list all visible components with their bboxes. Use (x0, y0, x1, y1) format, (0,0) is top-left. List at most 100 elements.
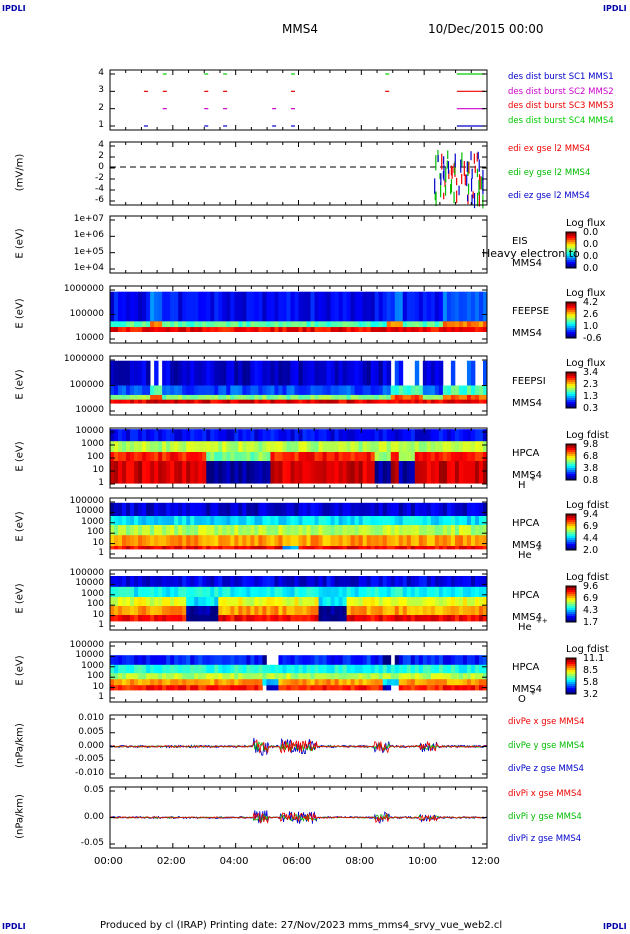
heatmap-cell (138, 502, 143, 517)
heatmap-cell (226, 655, 231, 666)
heatmap-cell (402, 576, 408, 588)
heatmap-cell (330, 291, 335, 322)
heatmap-cell (258, 525, 263, 536)
heatmap-cell (318, 615, 323, 622)
heatmap-cell (218, 606, 223, 616)
heatmap-cell (162, 385, 167, 396)
colorbar-segment (566, 678, 576, 681)
heatmap-cell (398, 525, 404, 536)
heatmap-cell (298, 394, 303, 401)
heatmap-cell (430, 597, 436, 607)
heatmap-cell (446, 321, 452, 328)
heatmap-cell (398, 664, 404, 674)
heatmap-cell (338, 360, 344, 386)
heatmap-cell (330, 394, 335, 401)
heatmap-cell (362, 502, 368, 517)
heatmap-cell (350, 606, 356, 616)
heatmap-cell (158, 664, 163, 674)
heatmap-cell (178, 441, 183, 453)
heatmap-cell (214, 502, 219, 517)
heatmap-cell (482, 385, 488, 396)
heatmap-cell (154, 394, 159, 401)
heatmap-cell (414, 327, 420, 332)
heatmap-cell (298, 461, 303, 484)
heatmap-cell (378, 394, 384, 401)
heatmap-cell (182, 586, 187, 598)
heatmap-cell (338, 525, 344, 536)
heatmap-cell (146, 586, 151, 598)
heatmap-cell (310, 385, 315, 396)
heatmap-cell (110, 502, 115, 517)
heatmap-cell (170, 525, 175, 536)
heatmap-cell (386, 546, 392, 550)
colorbar-segment (566, 466, 576, 469)
heatmap-cell (158, 394, 163, 401)
heatmap-cell (166, 385, 171, 396)
heatmap-cell (214, 673, 219, 680)
heatmap-cell (314, 516, 319, 526)
heatmap-cell (430, 502, 436, 517)
heatmap-cell (326, 525, 331, 536)
heatmap-cell (246, 679, 251, 686)
heatmap-cell (266, 525, 271, 536)
heatmap-cell (114, 385, 119, 396)
colorbar-value: 1.3 (583, 391, 599, 402)
heatmap-cell (202, 327, 207, 332)
heatmap-cell (482, 321, 488, 328)
heatmap-cell (394, 399, 400, 404)
heatmap-cell (134, 441, 139, 453)
heatmap-cell (438, 606, 444, 616)
heatmap-cell (286, 327, 291, 332)
colorbar-title: Log fdist (566, 430, 609, 441)
heatmap-cell (238, 516, 243, 526)
heatmap-cell (254, 673, 259, 680)
heatmap-cell (150, 546, 155, 550)
heatmap-cell (234, 399, 239, 404)
heatmap-cell (170, 673, 175, 680)
heatmap-cell (162, 586, 167, 598)
heatmap-cell (250, 394, 255, 401)
heatmap-cell (358, 655, 364, 666)
heatmap-cell (190, 502, 195, 517)
heatmap-cell (474, 291, 480, 322)
heatmap-cell (382, 525, 388, 536)
heatmap-cell (402, 399, 408, 404)
heatmap-cell (158, 597, 163, 607)
heatmap-cell (458, 673, 464, 680)
species-charge: + (530, 689, 536, 697)
heatmap-cell (270, 525, 275, 536)
heatmap-cell (138, 679, 143, 686)
y-tick-label: 100000 (69, 496, 104, 506)
heatmap-cell (382, 429, 388, 442)
heatmap-cell (214, 679, 219, 686)
heatmap-cell (206, 685, 211, 691)
heatmap-cell (342, 586, 348, 598)
heatmap-cell (166, 461, 171, 484)
heatmap-cell (166, 655, 171, 666)
heatmap-cell (422, 535, 428, 547)
heatmap-cell (194, 597, 199, 607)
heatmap-cell (318, 360, 323, 386)
heatmap-cell (362, 452, 368, 462)
heatmap-cell (142, 516, 147, 526)
heatmap-cell (314, 461, 319, 484)
heatmap-cell (150, 673, 155, 680)
heatmap-cell (386, 586, 392, 598)
heatmap-cell (238, 321, 243, 328)
spacecraft-label: MMS4 (512, 258, 542, 269)
heatmap-cell (334, 502, 340, 517)
heatmap-cell (134, 546, 139, 550)
corner-label-tl: IPDLI (2, 4, 26, 13)
heatmap-cell (462, 385, 468, 396)
heatmap-cell (262, 441, 267, 453)
heatmap-cell (350, 385, 356, 396)
heatmap-cell (462, 321, 468, 328)
colorbar-segment (566, 590, 576, 593)
heatmap-cell (406, 291, 412, 322)
heatmap-cell (270, 291, 275, 322)
heatmap-cell (226, 673, 231, 680)
heatmap-cell (118, 664, 123, 674)
heatmap-cell (462, 606, 468, 616)
heatmap-cell (210, 586, 215, 598)
heatmap-cell (290, 399, 295, 404)
